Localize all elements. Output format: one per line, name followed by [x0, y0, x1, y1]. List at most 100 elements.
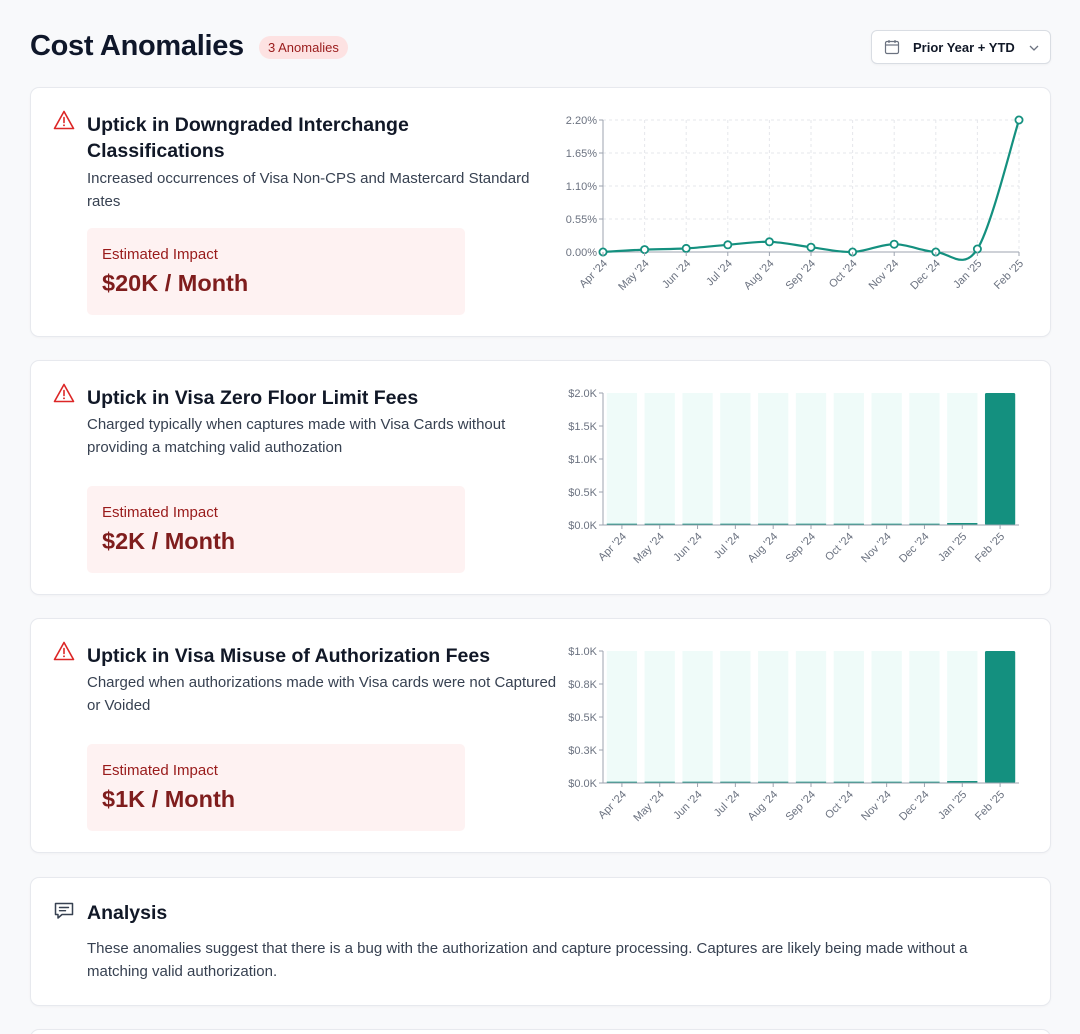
x-tick-label: Feb '25 [973, 531, 1007, 565]
x-tick-label: Nov '24 [867, 258, 902, 293]
period-select[interactable]: Prior Year + YTD [871, 30, 1051, 64]
bar-background [644, 651, 675, 783]
card-description: Charged when authorizations made with Vi… [87, 674, 557, 714]
bar [606, 523, 638, 526]
x-tick-label: Apr '24 [596, 531, 629, 564]
x-tick-label: Oct '24 [823, 531, 856, 564]
bar [758, 781, 789, 784]
y-tick-label: 1.10% [566, 181, 597, 193]
bar-background [720, 393, 751, 525]
data-point [1014, 115, 1024, 125]
bar [909, 781, 940, 784]
card-title: Uptick in Visa Zero Floor Limit Fees [87, 387, 419, 409]
bar [871, 523, 902, 526]
analysis-text: These anomalies suggest that there is a … [87, 940, 968, 980]
bar [795, 781, 827, 784]
bar-background [947, 393, 978, 525]
data-point [723, 240, 733, 250]
bar-background [682, 393, 713, 525]
x-tick-label: Jul '24 [712, 789, 743, 820]
bar-background [606, 651, 638, 783]
x-tick-label: Oct '24 [823, 789, 856, 822]
bar-background [909, 651, 940, 783]
x-tick-label: Feb '25 [992, 258, 1026, 292]
analysis-title: Analysis [87, 902, 168, 924]
bar [682, 781, 713, 784]
y-tick-label: $0.5K [568, 712, 597, 724]
x-tick-label: Dec '24 [897, 789, 932, 824]
bar-background [758, 651, 789, 783]
bar-background [909, 393, 940, 525]
bar [947, 781, 978, 783]
bar [984, 651, 1016, 783]
data-point [972, 244, 982, 254]
x-tick-label: Jan '25 [936, 531, 969, 564]
bar [644, 781, 675, 784]
card-description: Charged typically when captures made wit… [87, 416, 506, 456]
x-tick-label: May '24 [616, 258, 651, 293]
impact-value: $20K / Month [102, 270, 249, 296]
x-tick-label: Jun '24 [671, 531, 704, 564]
bar [682, 523, 713, 526]
x-tick-label: Nov '24 [859, 789, 894, 824]
bar [909, 523, 940, 526]
data-point [681, 243, 691, 253]
bar-background [644, 393, 675, 525]
x-tick-label: Feb '25 [973, 789, 1007, 823]
card-title: Uptick in Visa Misuse of Authorization F… [87, 645, 491, 667]
y-tick-label: $1.5K [568, 421, 597, 433]
chevron-down-icon [1029, 45, 1039, 51]
x-tick-label: Sep '24 [783, 789, 818, 824]
bar [833, 781, 864, 784]
x-tick-label: Jun '24 [671, 789, 704, 822]
bar-background [606, 393, 638, 525]
impact-label: Estimated Impact [102, 762, 218, 779]
data-point [806, 242, 816, 252]
bar-background [720, 651, 751, 783]
y-tick-label: $0.8K [568, 679, 597, 691]
x-tick-label: Sep '24 [783, 258, 818, 293]
y-tick-label: $0.0K [568, 778, 597, 790]
bar [795, 523, 827, 526]
data-point [764, 237, 774, 247]
bar [758, 523, 789, 526]
x-tick-label: Jan '25 [951, 258, 984, 291]
y-tick-label: $2.0K [568, 388, 597, 400]
x-tick-label: Apr '24 [596, 789, 629, 822]
bar-background [947, 651, 978, 783]
x-tick-label: May '24 [631, 531, 666, 566]
impact-value: $2K / Month [102, 528, 236, 554]
bar-background [682, 651, 713, 783]
impact-label: Estimated Impact [102, 246, 218, 263]
bar [984, 393, 1016, 525]
y-tick-label: 0.00% [566, 247, 597, 259]
card-description: Increased occurrences of Visa Non-CPS an… [87, 170, 530, 210]
x-tick-label: Sep '24 [783, 531, 818, 566]
calendar-icon [884, 40, 900, 55]
page-title: Cost Anomalies [30, 30, 244, 62]
warning-icon [53, 641, 75, 661]
anomaly-card-zero-floor: Uptick in Visa Zero Floor Limit Fees Cha… [30, 360, 1051, 595]
warning-icon [53, 383, 75, 403]
x-tick-label: Jun '24 [660, 258, 693, 291]
bar [644, 523, 675, 526]
y-tick-label: 0.55% [566, 214, 597, 226]
period-select-label: Prior Year + YTD [913, 40, 1015, 55]
x-tick-label: Apr '24 [577, 258, 610, 291]
impact-box: Estimated Impact $2K / Month [87, 486, 465, 573]
y-tick-label: $1.0K [568, 646, 597, 658]
data-point [889, 239, 899, 249]
anomaly-card-misuse-auth: Uptick in Visa Misuse of Authorization F… [30, 618, 1051, 853]
bar [720, 523, 751, 526]
bar [606, 781, 638, 784]
x-tick-label: Jul '24 [704, 258, 735, 289]
y-tick-label: $0.3K [568, 745, 597, 757]
bar [720, 781, 751, 784]
bar [833, 523, 864, 526]
analysis-card: Analysis These anomalies suggest that th… [30, 877, 1051, 1006]
bar-background [758, 393, 789, 525]
anomaly-count-badge: 3 Anomalies [259, 36, 348, 59]
x-tick-label: Oct '24 [827, 258, 860, 291]
